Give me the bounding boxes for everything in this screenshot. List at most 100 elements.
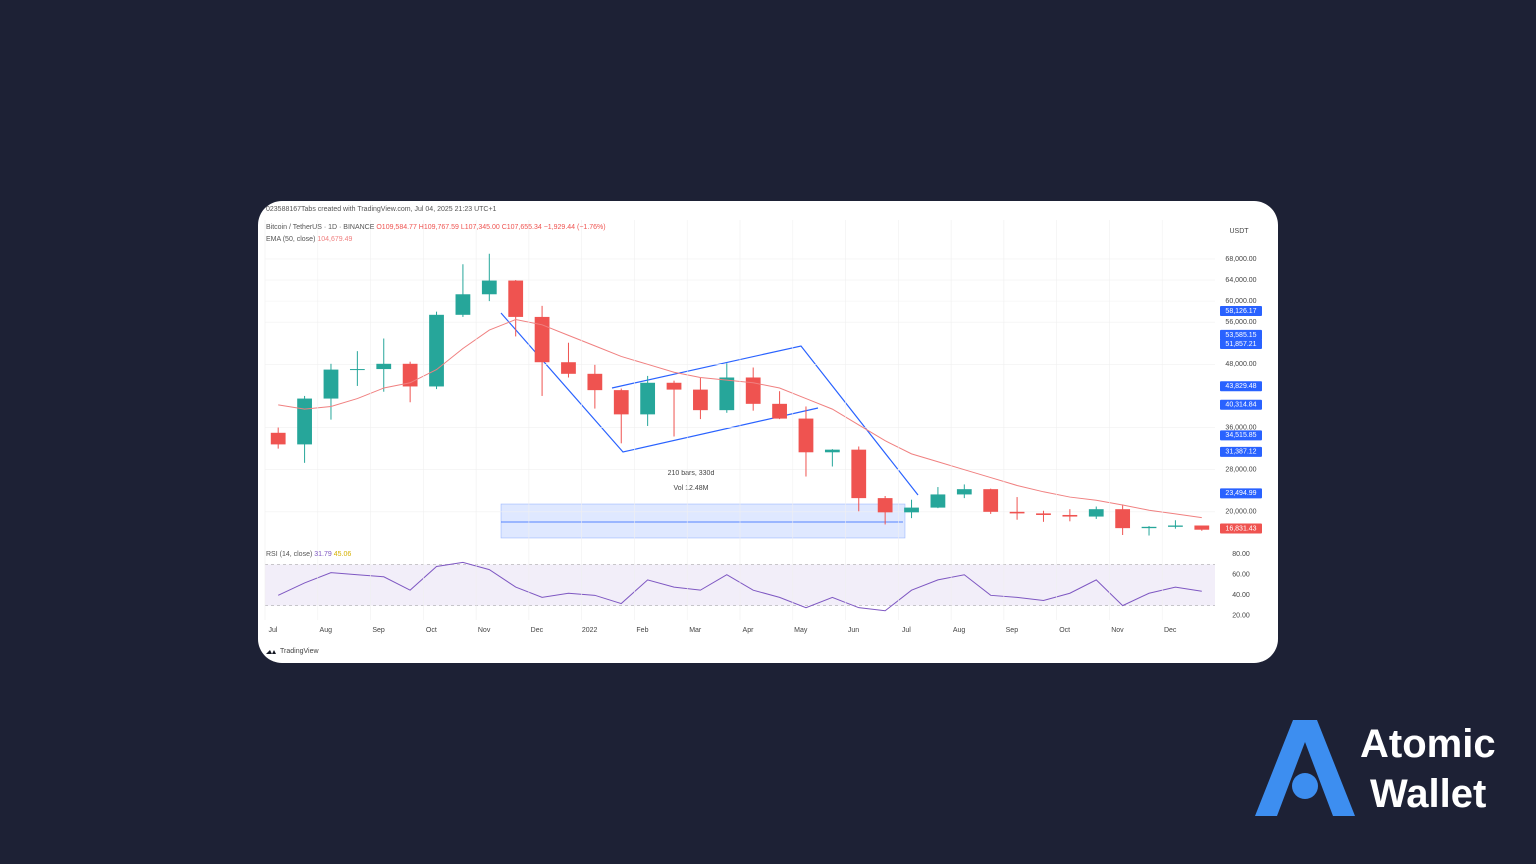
rsi-line: RSI (14, close) 31.79 45.06 [266,551,351,558]
x-tick-label: May [794,627,808,634]
candle-body [1036,513,1051,515]
x-tick-label: Sep [1006,627,1019,634]
price-badge [1220,488,1262,499]
measure-label: Vol 12.48M [673,485,708,492]
ema-name: EMA (50, close) [266,236,316,243]
candle-body [534,316,550,363]
candle-body [1115,509,1131,529]
x-tick-label: Dec [1164,627,1177,634]
y-tick-label: 40.00 [1232,592,1250,599]
x-tick-label: Feb [636,627,648,634]
y-tick-label: 20,000.00 [1225,509,1256,516]
candle-body [508,280,524,317]
tv-logo [266,650,276,654]
x-tick-label: Oct [426,627,437,634]
candle-body [1009,511,1025,514]
chart: 210 bars, 330d Vol 12.48M USDT TradingVi… [264,220,1262,655]
price-badge [1220,329,1262,340]
candle-body [297,398,312,445]
x-tick-label: Apr [743,627,755,634]
y-tick-label: 36,000.00 [1225,424,1256,431]
candle-body [1194,525,1210,530]
candle-body [745,377,761,404]
candle-body [640,382,656,415]
candle-body [1168,525,1183,527]
candle-body [798,418,814,453]
logo-dot [1292,773,1318,799]
y-tick-label: 20.00 [1232,613,1250,620]
y-tick-label: 56,000.00 [1225,319,1256,326]
x-tick-label: Jul [902,627,911,634]
y-tick-label: 28,000.00 [1225,467,1256,474]
candle-body [587,373,603,391]
x-tick-label: Aug [953,627,966,634]
candle-body [666,382,682,390]
candle-body [1062,514,1078,517]
candle-body [613,390,629,415]
y-tick-label: 60,000.00 [1225,298,1256,305]
candle-body [1141,526,1157,529]
ema-value: 104,679.49 [317,236,353,243]
price-badge-label: 23,494.99 [1225,490,1256,497]
symbol-line: Bitcoin / TetherUS · 1D · BINANCE O109,5… [266,224,606,231]
symbol: Bitcoin / TetherUS · 1D · BINANCE [266,224,375,231]
price-badge-label: 34,515.85 [1225,432,1256,439]
candle-body [851,449,867,499]
candle-body [956,489,972,495]
price-badge [1220,399,1262,410]
chart-card: 210 bars, 330d Vol 12.48M USDT TradingVi… [258,201,1278,663]
candle-body [930,494,946,508]
x-tick-label: Sep [372,627,385,634]
candle-body [561,362,576,374]
measure-box [500,503,906,539]
candle-body [693,389,708,411]
rsi-name: RSI (14, close) [266,551,313,558]
x-tick-label: Nov [478,627,491,634]
price-badge-label: 31,387.12 [1225,449,1256,456]
x-tick-label: Jul [269,627,278,634]
brand-name: Atomic [1360,722,1496,766]
price-badge [1220,305,1262,316]
candle-body [323,369,339,399]
price-badge-label: 40,314.84 [1225,402,1256,409]
brand: Atomic Wallet [1255,718,1515,818]
credit: 023588167Tabs created with TradingView.c… [266,206,497,213]
ohlc: O109,584.77 H109,767.59 L107,345.00 C107… [376,224,606,231]
price-badge [1220,430,1262,441]
footer-logo: TradingView [280,648,319,655]
candle-body [824,449,840,453]
candle-body [877,498,893,513]
y-tick-label: 68,000.00 [1225,256,1256,263]
logo-a [1255,720,1355,816]
candle-body [455,294,471,315]
candle-body [270,432,286,445]
candle-body [983,489,999,512]
price-badge [1220,446,1262,457]
x-tick-label: 2022 [582,627,598,634]
x-tick-label: Aug [320,627,333,634]
y-tick-label: 80.00 [1232,551,1250,558]
measure-label: 210 bars, 330d [668,470,715,477]
price-badge-label: 58,126.17 [1225,308,1256,315]
price-badge [1220,523,1262,534]
brand-logo [1255,720,1355,816]
rsi-ma-value: 45.06 [333,551,352,558]
brand-name: Wallet [1370,772,1487,816]
x-tick-label: Nov [1111,627,1124,634]
x-tick-label: Oct [1059,627,1070,634]
y-tick-label: 48,000.00 [1225,361,1256,368]
candle-body [376,363,392,370]
price-badge-label: 16,831.43 [1225,525,1256,532]
price-badge-label: 43,829.48 [1225,383,1256,390]
candle-body [1088,509,1104,517]
x-tick-label: Jun [848,627,859,634]
price-badge-label: 53,585.15 [1225,332,1256,339]
rsi-value: 31.79 [314,551,332,558]
x-tick-label: Mar [689,627,702,634]
candle-body [481,280,497,295]
candle-body [719,377,735,411]
y-tick-label: 60.00 [1232,572,1250,579]
ema-line: EMA (50, close) 104,679.49 [266,236,352,243]
price-badge [1220,339,1262,350]
